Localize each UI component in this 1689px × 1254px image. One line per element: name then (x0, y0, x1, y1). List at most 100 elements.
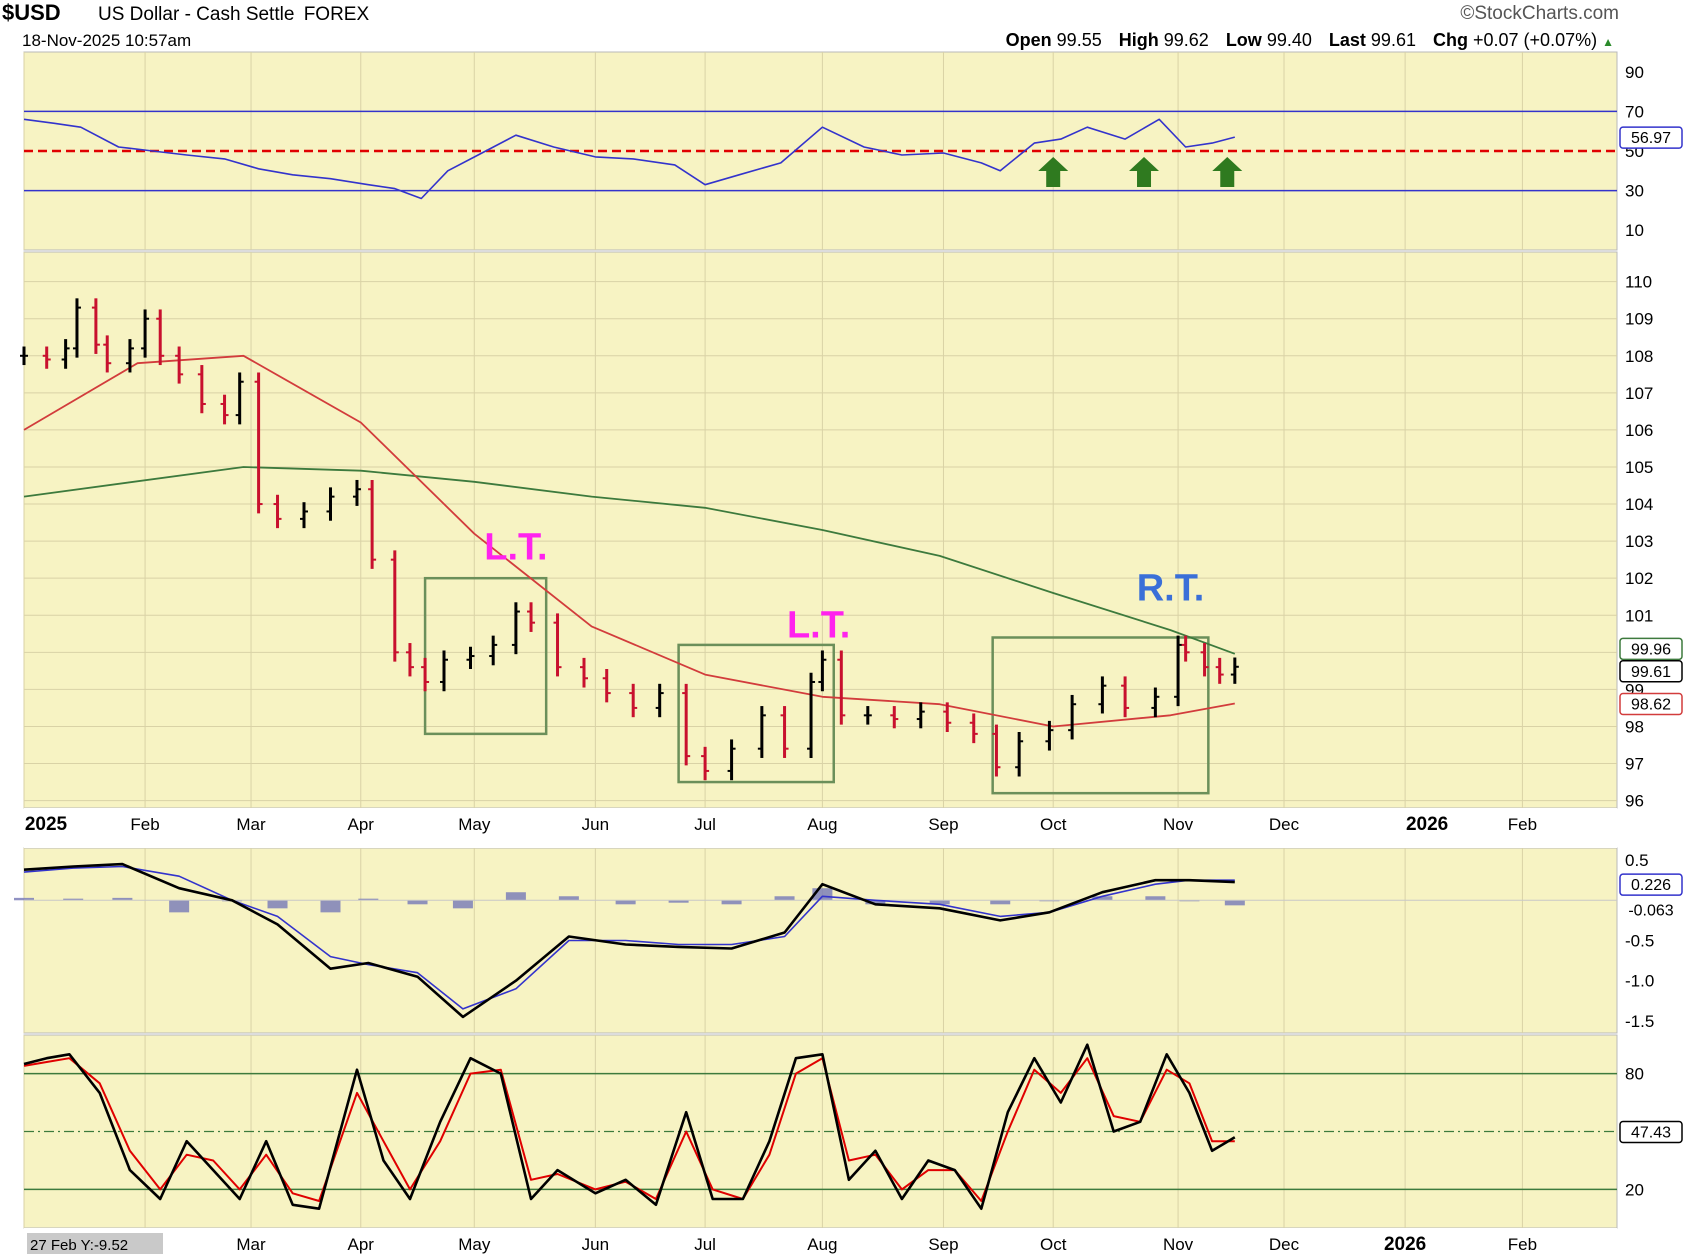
x-tick-label-bottom: Oct (1040, 1235, 1067, 1254)
highlight-box (677, 643, 835, 784)
x-tick-label-bottom: 2026 (1384, 1234, 1426, 1254)
rsi-y-tick: 70 (1625, 102, 1644, 121)
price-y-tick: 107 (1625, 384, 1653, 403)
price-y-tick: 108 (1625, 347, 1653, 366)
macd-histogram-bar (1145, 896, 1166, 901)
x-tick-label-bottom: Sep (928, 1235, 958, 1254)
last-price-value-box (1619, 660, 1683, 683)
macd-histogram-bar (1224, 900, 1245, 906)
x-tick-label-bottom: Dec (1269, 1235, 1300, 1254)
price-y-tick: 105 (1625, 458, 1653, 477)
chg-label: Chg (1432, 30, 1468, 50)
x-tick-label: Nov (1163, 815, 1194, 834)
x-tick-label: Oct (1040, 815, 1067, 834)
arrow-up-icon (1212, 156, 1243, 187)
macd-line (23, 862, 1235, 1019)
high-value: 99.62 (1163, 30, 1209, 50)
price-y-tick: 102 (1625, 569, 1653, 588)
annotation-label: L.T. (484, 527, 547, 569)
stoch-last-value-box (1619, 1120, 1683, 1144)
ohlc-readout: Open 99.55 High 99.62 Low 99.40 Last 99.… (1006, 30, 1614, 51)
x-tick-label: 2025 (25, 814, 68, 835)
cursor-readout-box (27, 1233, 163, 1254)
price-y-tick: 110 (1625, 273, 1652, 292)
x-tick-label: Jun (582, 815, 609, 834)
up-triangle-icon: ▲ (1602, 35, 1614, 49)
price-y-tick: 101 (1625, 606, 1653, 625)
x-tick-label: Mar (236, 815, 266, 834)
stoch-last-value: 47.43 (1631, 1125, 1671, 1142)
rsi-last-value: 56.97 (1631, 130, 1671, 147)
x-axis-strip-bottom (24, 1228, 1617, 1254)
stoch-y-tick: 20 (1625, 1180, 1644, 1199)
x-tick-label-bottom: Nov (1163, 1235, 1194, 1254)
rsi-panel (23, 51, 1618, 251)
x-tick-label: Dec (1269, 815, 1300, 834)
x-tick-label: Aug (807, 815, 837, 834)
macd-histogram-bar (615, 900, 636, 905)
x-axis-strip (24, 808, 1617, 848)
x-tick-label: Jul (694, 815, 716, 834)
rsi-last-value-box (1619, 126, 1683, 149)
x-tick-label: Sep (928, 815, 958, 834)
macd-value-box (1619, 873, 1683, 896)
x-tick-label: May (458, 815, 491, 834)
macd-histogram-bar (358, 898, 379, 901)
x-tick-label: Feb (130, 815, 159, 834)
last-label: Last (1328, 30, 1366, 50)
macd-histogram-bar (407, 900, 428, 905)
exchange-text: FOREX (303, 4, 370, 25)
macd-panel (23, 847, 1618, 1034)
x-tick-label: Feb (1508, 815, 1537, 834)
price-y-tick: 98 (1625, 717, 1644, 736)
macd-histogram-bar (112, 897, 133, 901)
x-tick-label-bottom: Aug (807, 1235, 837, 1254)
symbol-label: $USD (2, 0, 61, 25)
macd-histogram-bar (865, 900, 886, 905)
sma200-value-box (1619, 637, 1683, 661)
x-tick-label-bottom: Jun (582, 1235, 609, 1254)
price-y-tick: 103 (1625, 532, 1653, 551)
low-label: Low (1225, 30, 1262, 50)
x-tick-label-bottom: Feb (1508, 1235, 1537, 1254)
macd-y-tick: -0.5 (1625, 932, 1654, 951)
rsi-y-tick: 10 (1625, 221, 1644, 240)
price-y-tick: 104 (1625, 495, 1653, 514)
macd-value: 0.226 (1631, 877, 1671, 894)
macd-histogram-bar (452, 900, 473, 909)
description-label: US Dollar - Cash Settle FOREX (98, 4, 369, 26)
x-tick-label-bottom: May (458, 1235, 491, 1254)
x-tick-label-bottom: Apr (348, 1235, 375, 1254)
macd-histogram-bar (320, 900, 341, 913)
last-value: 99.61 (1370, 30, 1416, 50)
open-label: Open (1005, 30, 1052, 50)
x-tick-label: Apr (348, 815, 375, 834)
stoch-k-line (23, 1043, 1236, 1210)
sma200-line (23, 466, 1236, 655)
price-y-tick: 97 (1625, 755, 1644, 774)
price-y-tick: 109 (1625, 310, 1653, 329)
macd-histogram-bar (721, 900, 742, 905)
price-y-tick: 106 (1625, 421, 1653, 440)
arrow-up-icon (1129, 156, 1160, 187)
sma50-value-box (1619, 692, 1683, 716)
macd-y-tick: 0.5 (1625, 851, 1649, 870)
highlight-box (423, 576, 548, 736)
x-tick-label: 2026 (1406, 814, 1448, 835)
macd-histogram-bar (267, 900, 288, 909)
x-tick-label-bottom: Mar (236, 1235, 266, 1254)
macd-y-tick: -1.5 (1625, 1012, 1654, 1031)
last-price-value: 99.61 (1631, 664, 1671, 681)
low-value: 99.40 (1266, 30, 1312, 50)
macd-hist-value: -0.063 (1628, 902, 1673, 919)
rsi-line (23, 118, 1236, 200)
rsi-y-tick: 30 (1625, 182, 1644, 201)
macd-y-tick: -1.0 (1625, 972, 1654, 991)
high-label: High (1118, 30, 1159, 50)
stoch-y-tick: 80 (1625, 1065, 1644, 1084)
macd-histogram-bar (169, 900, 190, 913)
macd-histogram-bar (505, 892, 526, 901)
macd-histogram-bar (14, 897, 34, 901)
